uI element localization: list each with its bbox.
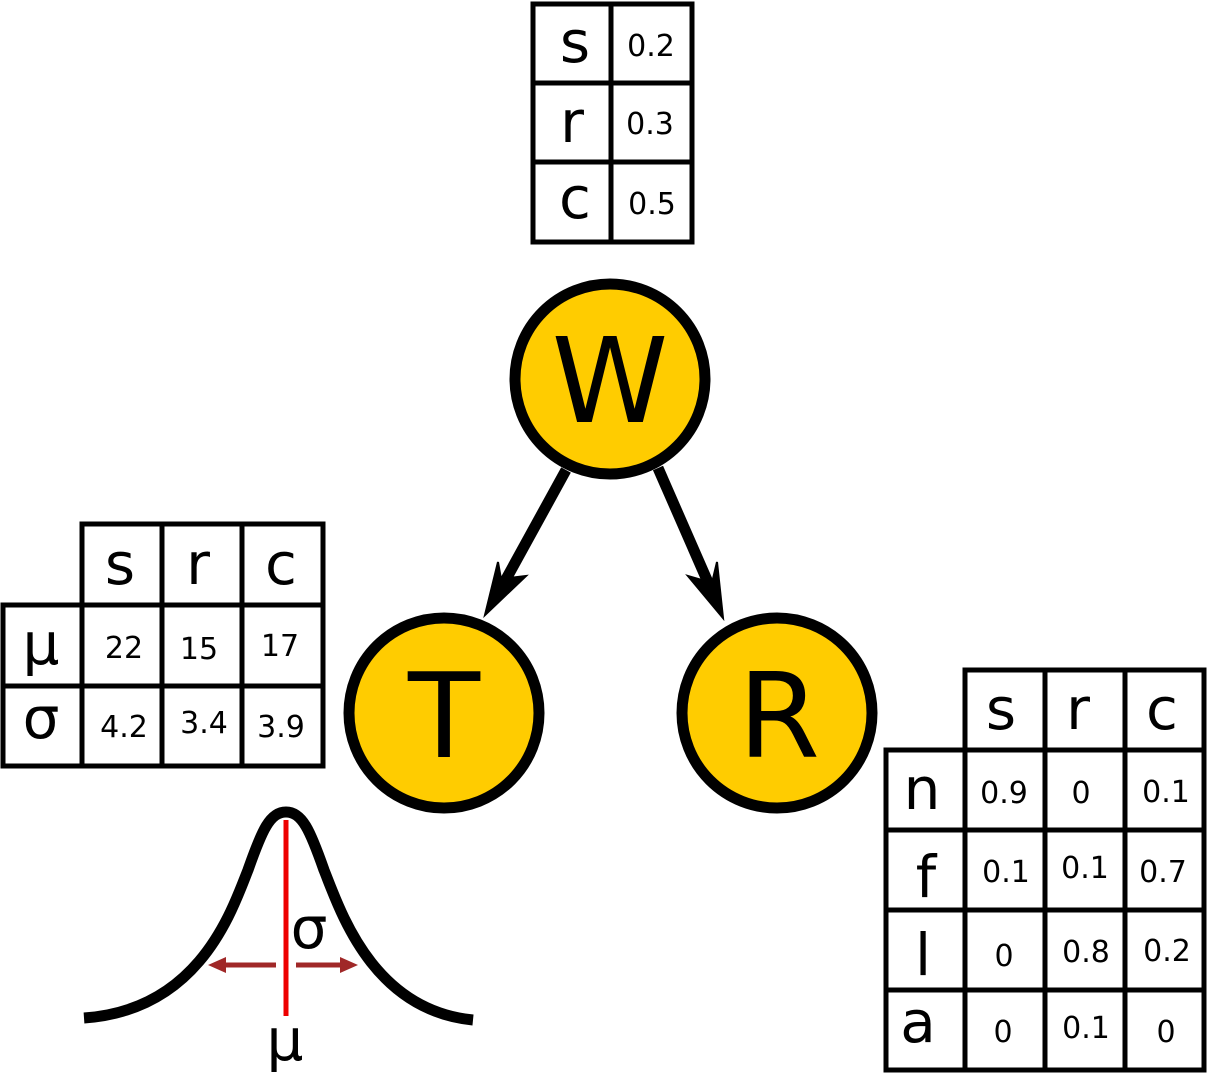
node-w: W (509, 278, 711, 480)
arrowhead-icon (685, 561, 725, 622)
r-table-cell: 0.8 (1062, 935, 1110, 970)
node-r: R (676, 612, 878, 814)
r-table-row: l 0 0.8 0.2 (883, 907, 1207, 993)
node-r-label: R (738, 647, 820, 785)
t-table-cell: 3.4 (180, 706, 228, 741)
r-table-cell: 0.1 (982, 855, 1030, 890)
r-table-column-header: s (986, 675, 1016, 743)
edge-w-to-t (483, 467, 571, 619)
r-table-cell: 0.1 (1142, 775, 1190, 810)
w-table-row-value: 0.3 (626, 107, 674, 142)
r-table-cell: 0.1 (1061, 851, 1109, 886)
r-table-row-label: l (915, 921, 931, 989)
w-table-row: s 0.2 (530, 1, 695, 86)
r-table-row-label: n (904, 755, 941, 823)
gaussian-curve-illustration: σ μ (83, 806, 474, 1073)
w-table-row-value: 0.2 (627, 29, 675, 64)
t-table-row: μ 22 15 17 (0, 602, 326, 689)
node-t-label: T (407, 647, 481, 785)
r-table-cell: 0 (1156, 1015, 1175, 1050)
t-table-row: σ 4.2 3.4 3.9 (0, 683, 326, 769)
w-table-row-label: r (560, 88, 584, 156)
arrowhead-icon (483, 561, 529, 619)
t-table-row-label: μ (23, 610, 60, 678)
t-table-cell: 4.2 (100, 710, 148, 745)
r-table-cell: 0 (1071, 776, 1090, 811)
w-prior-table: s 0.2 r 0.3 c 0.5 (530, 1, 695, 245)
t-table-column-header: s (105, 530, 135, 598)
r-table-row-label: a (900, 988, 936, 1056)
t-table-row-label: σ (23, 684, 60, 752)
r-table-cell: 0.9 (980, 776, 1028, 811)
w-table-row-label: s (560, 8, 590, 76)
w-table-row-value: 0.5 (628, 187, 676, 222)
mu-label: μ (267, 1006, 304, 1073)
r-conditional-table: s r c n 0.9 0 0.1 f 0.1 0.1 0.7 (883, 667, 1207, 1073)
r-table-cell: 0.7 (1139, 855, 1187, 890)
r-table-row-label: f (916, 843, 938, 911)
w-table-row: c 0.5 (530, 159, 695, 245)
t-table-header: s r c (79, 521, 326, 608)
r-table-cell: 0.1 (1062, 1011, 1110, 1046)
bell-curve (83, 806, 474, 1026)
edge-w-to-r (652, 465, 725, 622)
t-table-column-header: r (186, 530, 210, 598)
r-table-row: a 0 0.1 0 (883, 987, 1207, 1073)
r-table-row: f 0.1 0.1 0.7 (883, 827, 1207, 913)
t-table-cell: 17 (261, 629, 299, 664)
t-table-cell: 15 (180, 632, 218, 667)
node-w-label: W (552, 312, 669, 450)
node-t: T (343, 612, 545, 814)
r-table-row: n 0.9 0 0.1 (883, 747, 1207, 833)
r-table-header: s r c (962, 667, 1207, 753)
sigma-arrow (208, 957, 358, 973)
r-table-cell: 0 (994, 939, 1013, 974)
r-table-column-header: r (1066, 675, 1090, 743)
t-table-cell: 3.9 (257, 710, 305, 745)
w-table-row: r 0.3 (530, 80, 695, 165)
t-conditional-table: s r c μ 22 15 17 σ 4.2 3.4 3.9 (0, 521, 326, 769)
w-table-row-label: c (559, 164, 591, 232)
t-table-cell: 22 (105, 631, 143, 666)
r-table-cell: 0 (993, 1015, 1012, 1050)
t-table-column-header: c (265, 530, 297, 598)
r-table-column-header: c (1146, 675, 1178, 743)
r-table-cell: 0.2 (1143, 934, 1191, 969)
sigma-label: σ (291, 894, 328, 962)
